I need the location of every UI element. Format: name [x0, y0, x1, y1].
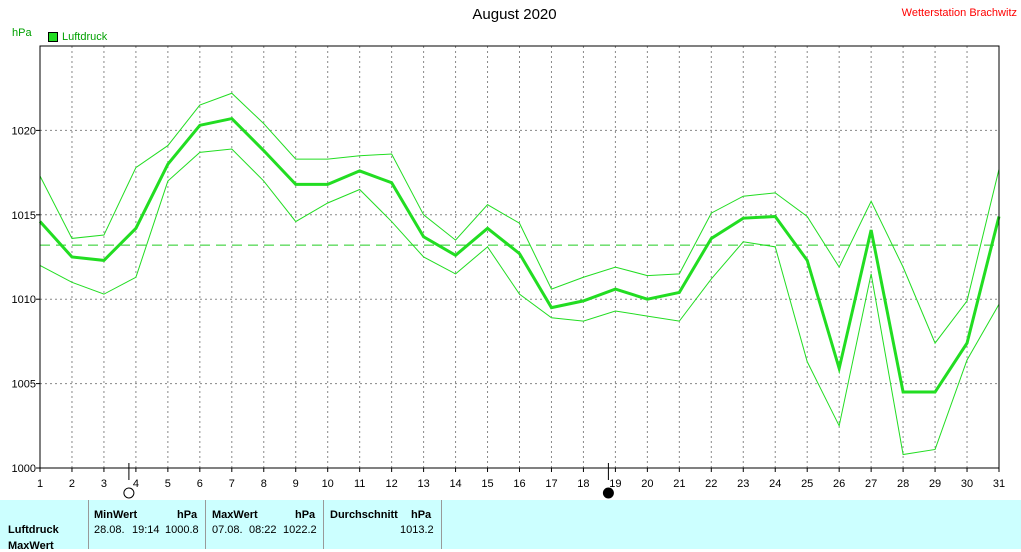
stats-row-label-luftdruck: Luftdruck [8, 524, 59, 536]
y-tick-label: 1005 [12, 379, 36, 391]
chart-axes [36, 45, 1000, 472]
stats-min-time: 19:14 [132, 524, 160, 536]
stats-avg-unit: hPa [411, 509, 432, 521]
pressure-chart: 1 2 3 4 5 6 7 8 9 10 11 12 13 14 15 16 17 18 19 20 21 22 23 24 2… [12, 45, 1006, 499]
stats-divider [323, 500, 324, 549]
x-tick-label: 31 [993, 478, 1005, 490]
x-tick-label: 26 [833, 478, 845, 490]
stats-min-date: 28.08. [94, 524, 125, 536]
x-tick-label: 13 [417, 478, 429, 490]
stats-min-header: MinWert [94, 509, 138, 521]
stats-min-value: 1000.8 [165, 524, 199, 536]
stats-max-date: 07.08. [212, 524, 243, 536]
x-tick-label: 5 [165, 478, 171, 490]
x-tick-label: 7 [229, 478, 235, 490]
stats-max-unit: hPa [295, 509, 316, 521]
x-tick-label: 27 [865, 478, 877, 490]
full-moon-icon [123, 487, 135, 499]
stats-min-unit: hPa [177, 509, 198, 521]
x-tick-label: 4 [133, 478, 139, 490]
stats-avg-cell: Durchschnitt hPa 1013.2 [324, 500, 441, 549]
stats-avg-header: Durchschnitt [330, 509, 398, 521]
moon-phase-markers [123, 463, 614, 499]
stats-row-label-maxwert: MaxWert [8, 540, 54, 552]
y-tick-label: 1015 [12, 210, 36, 222]
x-tick-label: 17 [545, 478, 557, 490]
x-tick-label: 8 [261, 478, 267, 490]
stats-max-cell: MaxWert hPa 07.08. 08:22 1022.2 [206, 500, 323, 549]
chart-series [38, 92, 1001, 456]
stats-avg-value: 1013.2 [400, 524, 434, 536]
stats-divider [205, 500, 206, 549]
chart-grid [40, 46, 999, 468]
stats-max-time: 08:22 [249, 524, 277, 536]
plot-frame [39, 45, 1000, 469]
x-tick-label: 11 [354, 478, 365, 490]
chart-title: August 2020 [472, 6, 557, 23]
y-tick-label: 1000 [12, 463, 36, 475]
x-tick-label: 10 [322, 478, 334, 490]
series-line-min [39, 148, 1000, 456]
stats-panel: Luftdruck MaxWert MinWert hPa 28.08. 19:… [0, 500, 1021, 552]
x-tick-label: 15 [481, 478, 493, 490]
x-tick-label: 22 [705, 478, 717, 490]
x-tick-label: 6 [197, 478, 203, 490]
x-tick-label: 18 [577, 478, 589, 490]
x-tick-label: 14 [449, 478, 461, 490]
x-tick-label: 19 [609, 478, 621, 490]
legend-swatch [48, 32, 58, 42]
x-tick-label: 21 [673, 478, 685, 490]
x-tick-label: 3 [101, 478, 107, 490]
legend: Luftdruck [48, 31, 107, 43]
x-tick-label: 28 [897, 478, 909, 490]
new-moon-icon [602, 487, 614, 499]
stats-divider [441, 500, 442, 549]
x-tick-label: 30 [961, 478, 973, 490]
x-tick-label: 25 [801, 478, 813, 490]
stats-max-header: MaxWert [212, 509, 258, 521]
x-tick-label: 1 [37, 478, 43, 490]
y-tick-label: 1020 [12, 125, 36, 137]
x-tick-label: 23 [737, 478, 749, 490]
x-tick-label: 9 [293, 478, 299, 490]
x-tick-label: 24 [769, 478, 781, 490]
legend-label: Luftdruck [62, 31, 108, 43]
stats-max-value: 1022.2 [283, 524, 317, 536]
series-line-mean [38, 116, 1001, 394]
y-axis-unit: hPa [12, 27, 32, 39]
station-name: Wetterstation Brachwitz [901, 7, 1017, 19]
y-tick-label: 1010 [12, 294, 36, 306]
stats-divider [88, 500, 89, 549]
stats-min-cell: MinWert hPa 28.08. 19:14 1000.8 [89, 500, 205, 549]
x-tick-label: 29 [929, 478, 941, 490]
x-tick-label: 20 [641, 478, 653, 490]
x-tick-label: 16 [513, 478, 525, 490]
chart-tick-labels: 1 2 3 4 5 6 7 8 9 10 11 12 13 14 15 16 17 18 19 20 21 22 23 24 2… [12, 125, 1006, 490]
x-tick-label: 12 [386, 478, 398, 490]
series-line-max [39, 92, 1000, 345]
x-tick-label: 2 [69, 478, 75, 490]
